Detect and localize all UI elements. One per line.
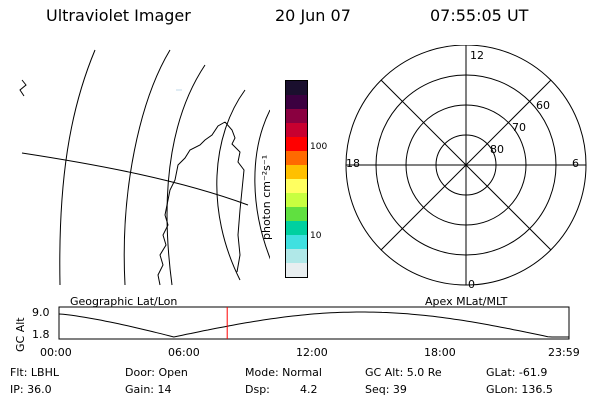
altitude-y-bottom: 1.8: [32, 328, 50, 341]
colorbar-segment: [286, 123, 307, 137]
map-grid-line: [59, 49, 96, 286]
map-grid-line: [216, 89, 246, 281]
colorbar-segment: [286, 235, 307, 249]
x-tick-0600: 06:00: [168, 346, 200, 359]
polar-diagonal: [380, 79, 552, 251]
x-tick-0000: 00:00: [40, 346, 72, 359]
x-tick-1800: 18:00: [424, 346, 456, 359]
altitude-plot-frame: [58, 306, 570, 340]
flt-info: Flt: LBHL: [10, 366, 59, 379]
date-label: 20 Jun 07: [275, 6, 351, 25]
mlt-0-label: 0: [468, 278, 475, 290]
mlt-18-label: 18: [346, 157, 360, 170]
polar-plot: 12 18 6 0 60 70 80: [345, 45, 587, 290]
colorbar-segment: [286, 109, 307, 123]
mlt-12-label: 12: [470, 49, 484, 62]
altitude-plot: [58, 306, 570, 340]
map-label: Geographic Lat/Lon: [70, 295, 178, 308]
colorbar-segment: [286, 95, 307, 109]
glon-info: GLon: 136.5: [486, 383, 553, 396]
gc-alt-info: GC Alt: 5.0 Re: [365, 366, 442, 379]
colorbar-label: photon cm⁻²s⁻¹: [260, 154, 273, 240]
gain-info: Gain: 14: [125, 383, 172, 396]
colorbar-tick-10: 10: [310, 231, 322, 241]
colorbar-segment: [286, 165, 307, 179]
colorbar-segment: [286, 81, 307, 95]
colorbar-segment: [286, 207, 307, 221]
app-title: Ultraviolet Imager: [46, 6, 191, 25]
dsp-label: Dsp:: [245, 383, 270, 396]
mode-info: Mode: Normal: [245, 366, 322, 379]
altitude-ylabel: GC Alt: [14, 317, 27, 352]
map-grid-line: [166, 64, 206, 286]
ip-info: IP: 36.0: [10, 383, 52, 396]
colorbar-segment: [286, 221, 307, 235]
x-tick-1200: 12:00: [296, 346, 328, 359]
dsp-value: 4.2: [300, 383, 318, 396]
time-label: 07:55:05 UT: [430, 6, 529, 25]
altitude-curve: [58, 311, 569, 338]
colorbar-segment: [286, 137, 307, 151]
geographic-map: [19, 49, 270, 286]
glat-info: GLat: -61.9: [486, 366, 548, 379]
lat-60-label: 60: [536, 99, 550, 112]
coastline-fragment: [19, 79, 27, 97]
colorbar-segment: [286, 151, 307, 165]
colorbar-segment: [286, 179, 307, 193]
colorbar-segment: [286, 263, 307, 277]
colorbar-segment: [286, 193, 307, 207]
polar-label: Apex MLat/MLT: [425, 295, 508, 308]
seq-info: Seq: 39: [365, 383, 407, 396]
lat-70-label: 70: [512, 121, 526, 134]
coastline: [157, 121, 245, 286]
colorbar-segment: [286, 249, 307, 263]
mlt-6-label: 6: [572, 157, 579, 170]
colorbar-tick-100: 100: [310, 142, 328, 152]
x-tick-2359: 23:59: [548, 346, 580, 359]
map-grid-line: [21, 152, 249, 206]
map-grid-line: [254, 109, 270, 260]
lat-80-label: 80: [490, 143, 504, 156]
door-info: Door: Open: [125, 366, 188, 379]
map-grid-line: [123, 49, 171, 286]
altitude-y-top: 9.0: [32, 306, 50, 319]
colorbar: [285, 80, 308, 278]
